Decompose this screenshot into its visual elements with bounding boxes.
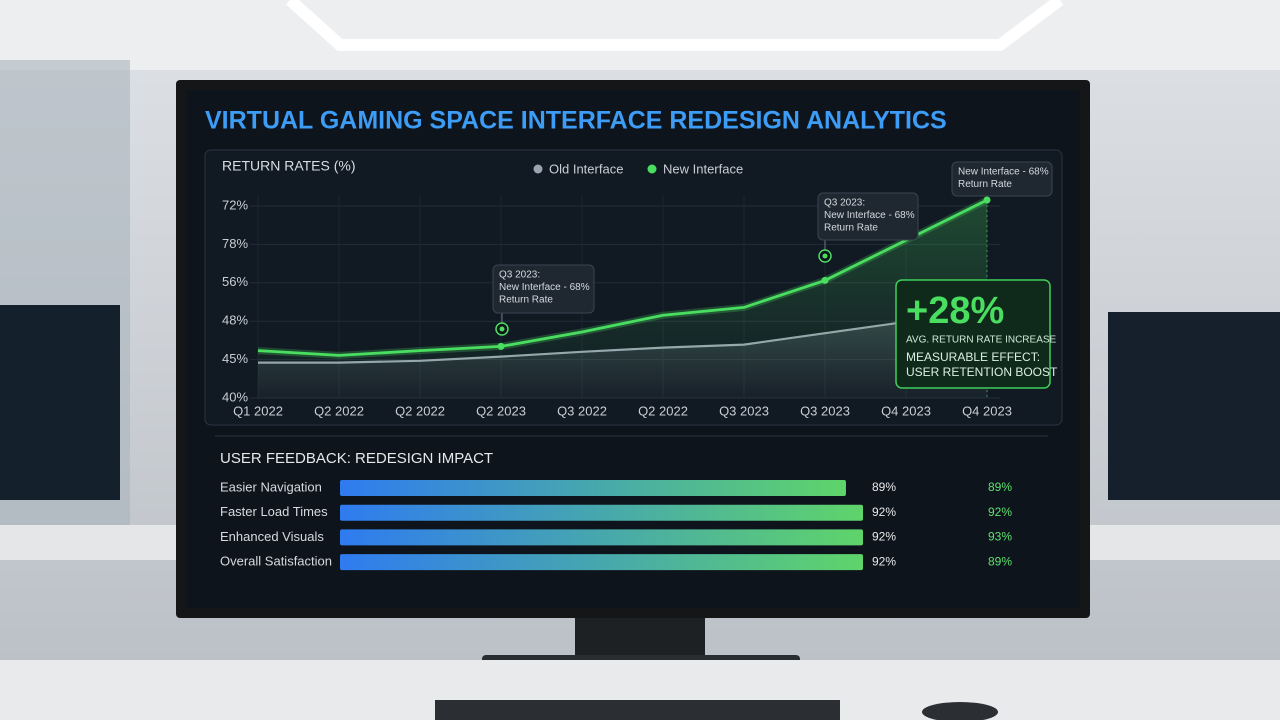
callout-box (492, 264, 595, 314)
row-label: Faster Load Times (220, 504, 328, 519)
ceiling-light (285, 0, 1064, 51)
callout-text: New Interface - 68% (499, 282, 590, 293)
highlight-value: +28% (906, 290, 1004, 332)
x-tick-label: Q4 2023 (881, 403, 931, 418)
keyboard (435, 700, 840, 720)
bar-value-label: 92% (872, 530, 896, 544)
bar-value-label: 89% (872, 480, 896, 494)
callout-text: Return Rate (824, 223, 878, 234)
new-value-label: 93% (988, 530, 1012, 544)
x-tick-label: Q1 2022 (233, 403, 283, 418)
legend-swatch (647, 164, 657, 174)
x-tick-label: Q2 2023 (476, 403, 526, 418)
y-tick-label: 72% (222, 197, 248, 212)
legend-label: New Interface (663, 161, 743, 176)
callout-dot (499, 326, 505, 332)
y-tick-label: 45% (222, 351, 248, 366)
mouse (922, 702, 998, 720)
bar (340, 480, 846, 496)
callout-text: New Interface - 68% (824, 210, 915, 221)
dashboard-title: VIRTUAL GAMING SPACE INTERFACE REDESIGN … (205, 107, 947, 135)
bar-value-label: 92% (872, 505, 896, 519)
callout-text: Q3 2023: (499, 270, 540, 281)
x-tick-label: Q2 2022 (395, 403, 445, 418)
x-tick-label: Q3 2023 (719, 403, 769, 418)
x-tick-label: Q4 2023 (962, 403, 1012, 418)
y-tick-label: 40% (222, 389, 248, 404)
side-monitor (0, 305, 120, 500)
ceiling (0, 0, 1280, 70)
chart-title: RETURN RATES (%) (222, 158, 356, 174)
point-marker (497, 342, 505, 350)
x-tick-label: Q2 2022 (638, 403, 688, 418)
callout-text: Return Rate (958, 179, 1012, 190)
legend-label: Old Interface (549, 161, 623, 176)
legend-swatch (533, 164, 543, 174)
new-value-label: 89% (988, 480, 1012, 494)
x-tick-label: Q3 2022 (557, 403, 607, 418)
callout-text: Q3 2023: (824, 198, 865, 209)
point-marker (821, 276, 829, 284)
series-area (258, 200, 987, 398)
y-tick-label: 56% (222, 274, 248, 289)
bar (340, 554, 863, 571)
highlight-line: USER RETENTION BOOST (906, 365, 1058, 379)
bar (340, 504, 863, 521)
x-tick-label: Q3 2023 (800, 403, 850, 418)
x-tick-label: Q2 2022 (314, 403, 364, 418)
series-line (257, 198, 988, 357)
callout-dot (822, 253, 828, 259)
feedback-title: USER FEEDBACK: REDESIGN IMPACT (220, 450, 493, 467)
side-monitor (1108, 312, 1280, 500)
bar-value-label: 92% (872, 554, 896, 568)
row-label: Overall Satisfaction (220, 554, 332, 569)
highlight-box (895, 279, 1051, 389)
highlight-label: AVG. RETURN RATE INCREASE (906, 335, 1057, 346)
row-label: Enhanced Visuals (220, 529, 324, 544)
new-value-label: 89% (988, 554, 1012, 568)
bar (340, 529, 863, 546)
callout-text: New Interface - 68% (958, 167, 1049, 178)
y-tick-label: 78% (222, 236, 248, 251)
row-label: Easier Navigation (220, 479, 322, 494)
callout-box (817, 192, 919, 241)
callout-box (951, 161, 1053, 197)
highlight-line: MEASURABLE EFFECT: (906, 350, 1040, 364)
new-value-label: 92% (988, 505, 1012, 519)
callout-text: Return Rate (499, 295, 553, 306)
y-tick-label: 48% (222, 313, 248, 328)
